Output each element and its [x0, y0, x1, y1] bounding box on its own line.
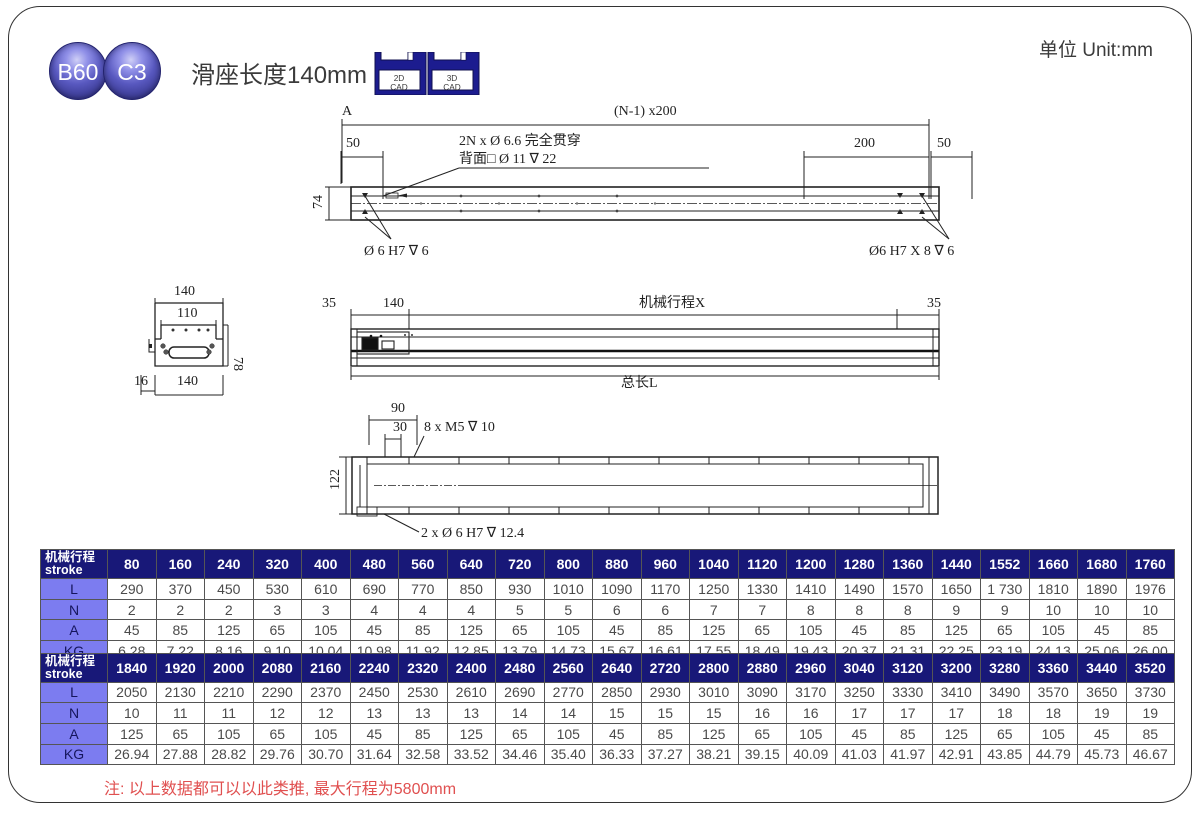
svg-text:A: A	[342, 104, 353, 119]
svg-text:2N x Ø 6.6 完全贯穿: 2N x Ø 6.6 完全贯穿	[459, 132, 581, 149]
svg-text:(N-1) x200: (N-1) x200	[614, 104, 677, 119]
svg-text:背面□ Ø 11 ∇ 22: 背面□ Ø 11 ∇ 22	[459, 151, 556, 167]
svg-text:140: 140	[177, 374, 198, 389]
svg-text:总长L: 总长L	[621, 375, 658, 391]
svg-text:110: 110	[177, 306, 197, 321]
svg-text:2 x Ø 6 H7 ∇ 12.4: 2 x Ø 6 H7 ∇ 12.4	[421, 526, 524, 541]
svg-text:122: 122	[328, 469, 343, 490]
svg-text:Ø6 H7 X 8 ∇ 6: Ø6 H7 X 8 ∇ 6	[869, 244, 954, 259]
svg-text:Ø 6 H7 ∇ 6: Ø 6 H7 ∇ 6	[364, 244, 429, 259]
svg-text:30: 30	[393, 420, 407, 435]
svg-text:140: 140	[383, 296, 404, 311]
svg-text:140: 140	[174, 284, 195, 299]
svg-text:74: 74	[311, 195, 326, 209]
svg-text:50: 50	[937, 136, 951, 151]
svg-text:8 x M5 ∇ 10: 8 x M5 ∇ 10	[424, 420, 495, 435]
svg-text:机械行程X: 机械行程X	[639, 295, 705, 311]
svg-text:35: 35	[927, 296, 941, 311]
svg-text:78: 78	[230, 357, 245, 371]
svg-text:90: 90	[391, 401, 405, 416]
svg-text:50: 50	[346, 136, 360, 151]
svg-text:200: 200	[854, 136, 875, 151]
svg-text:35: 35	[322, 296, 336, 311]
